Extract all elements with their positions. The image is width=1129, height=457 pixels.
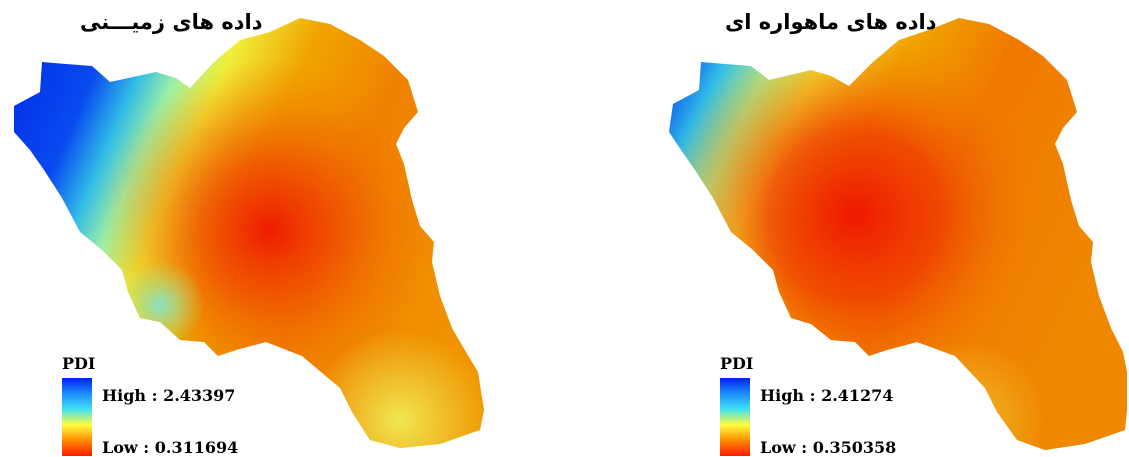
legend-color-ramp xyxy=(720,378,750,456)
pdi-raster-map-ground xyxy=(14,18,484,448)
legend-title: PDI xyxy=(62,354,96,373)
legend-high-label: High : 2.43397 xyxy=(102,386,236,405)
map-panel-satellite: داده های ماهواره ای PDI High : 2.41274 L… xyxy=(565,0,1129,457)
map-title: داده های ماهواره ای xyxy=(725,10,937,34)
legend-low-label: Low : 0.311694 xyxy=(102,438,239,457)
legend-low-label: Low : 0.350358 xyxy=(760,438,897,457)
map-title: داده های زمیـــنی xyxy=(80,10,263,34)
map-panel-ground: داده های زمیـــنی PDI High : 2.43397 Low… xyxy=(0,0,564,457)
map-legend: PDI High : 2.41274 Low : 0.350358 xyxy=(720,352,920,457)
legend-title: PDI xyxy=(720,354,754,373)
legend-color-ramp xyxy=(62,378,92,456)
map-legend: PDI High : 2.43397 Low : 0.311694 xyxy=(62,352,262,457)
legend-high-label: High : 2.41274 xyxy=(760,386,894,405)
